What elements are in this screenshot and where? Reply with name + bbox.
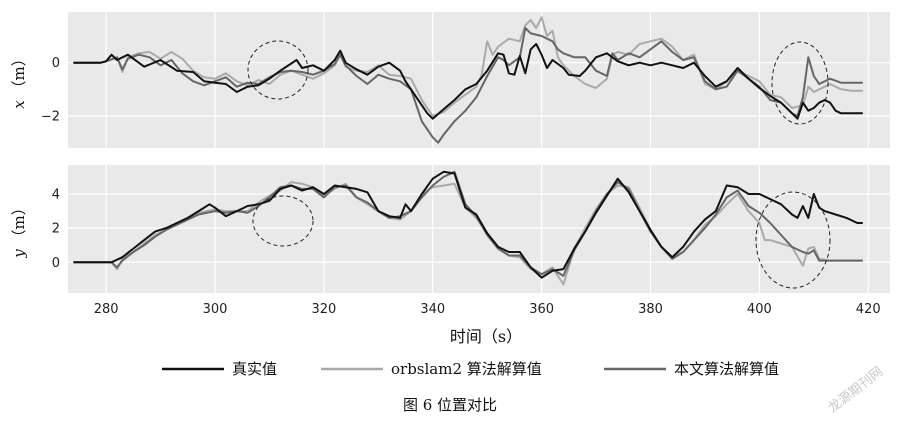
legend-label-2: orbslam2 算法解算值 [391, 360, 542, 378]
y-tick-label: 0 [52, 56, 60, 71]
x-axis-label: 时间（s） [450, 327, 522, 346]
y-axis-label: y （m） [10, 200, 28, 258]
x-tick-label: 420 [856, 302, 881, 317]
plot-background [68, 165, 890, 293]
x-tick-label: 400 [747, 302, 772, 317]
y-tick-label: 2 [52, 222, 60, 237]
series-line-3 [73, 27, 863, 144]
highlight-ellipse [252, 195, 314, 247]
highlight-ellipse [771, 41, 829, 125]
series-line-1 [73, 170, 863, 279]
y-axis-unit: （m） [10, 200, 28, 249]
x-axis: 280 300 320 340 360 380 400 420 [94, 302, 881, 317]
legend: 真实值 orbslam2 算法解算值 本文算法解算值 [162, 360, 779, 378]
x-tick-label: 380 [638, 302, 663, 317]
x-tick-label: 300 [203, 302, 228, 317]
x-tick-label: 280 [94, 302, 119, 317]
y-axis-label: x （m） [10, 51, 28, 108]
y-axis-unit: （m） [10, 51, 28, 100]
x-tick-label: 320 [311, 302, 336, 317]
y-tick-label: −2 [41, 110, 60, 125]
legend-label-3: 本文算法解算值 [674, 360, 779, 378]
figure-caption: 图 6 位置对比 [403, 396, 497, 414]
y-axis-variable: y [10, 249, 28, 259]
highlight-ellipse [755, 191, 831, 289]
series-line-1 [73, 43, 863, 120]
panel-x: 0 −2 x （m） [10, 12, 890, 148]
panel-y: 4 2 0 y （m） [10, 165, 890, 293]
x-tick-label: 360 [529, 302, 554, 317]
y-tick-label: 0 [52, 256, 60, 271]
y-axis-variable: x [10, 100, 28, 109]
highlight-ellipse [247, 40, 309, 100]
y-tick-label: 4 [52, 188, 60, 203]
watermark: 龙源期刊网 [826, 364, 886, 416]
series-line-3 [73, 170, 863, 277]
legend-label-1: 真实值 [232, 360, 277, 378]
x-tick-label: 340 [420, 302, 445, 317]
